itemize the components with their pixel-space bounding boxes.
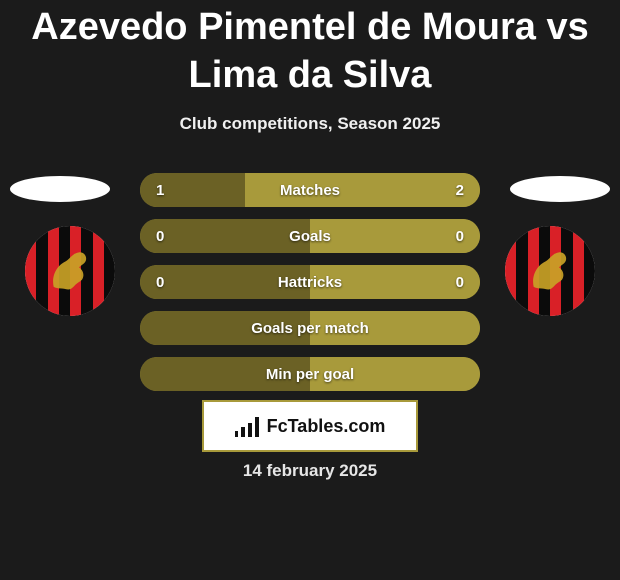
stat-row: 00Goals [140, 219, 480, 253]
club-badge-right [505, 226, 595, 316]
stat-label: Hattricks [140, 265, 480, 299]
page-title: Azevedo Pimentel de Moura vs Lima da Sil… [0, 4, 620, 99]
comparison-canvas: Azevedo Pimentel de Moura vs Lima da Sil… [0, 0, 620, 580]
stat-row: 12Matches [140, 173, 480, 207]
logo-text: FcTables.com [267, 416, 386, 437]
page-subtitle: Club competitions, Season 2025 [0, 114, 620, 134]
lion-icon [41, 242, 99, 300]
bar-chart-icon [235, 415, 259, 437]
stat-label: Goals [140, 219, 480, 253]
stat-row: Goals per match [140, 311, 480, 345]
lion-icon [521, 242, 579, 300]
player-placeholder-right [510, 176, 610, 202]
club-badge-left [25, 226, 115, 316]
stat-row: 00Hattricks [140, 265, 480, 299]
player-placeholder-left [10, 176, 110, 202]
stat-label: Min per goal [140, 357, 480, 391]
stat-label: Matches [140, 173, 480, 207]
stat-row: Min per goal [140, 357, 480, 391]
fctables-logo: FcTables.com [202, 400, 418, 452]
stat-label: Goals per match [140, 311, 480, 345]
stat-bars: 12Matches 00Goals 00Hattricks Goals per mat… [140, 173, 480, 403]
date-label: 14 february 2025 [0, 461, 620, 481]
